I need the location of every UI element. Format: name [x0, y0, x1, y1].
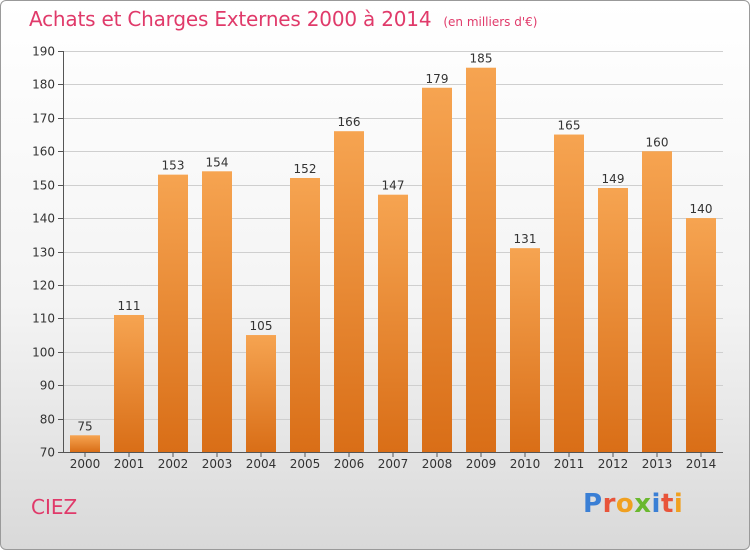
data-label: 111	[118, 299, 141, 313]
bar-2008	[422, 87, 452, 452]
x-tick-label: 2013	[642, 457, 673, 471]
bar-2006	[334, 131, 364, 452]
data-label: 179	[426, 72, 449, 86]
x-tick-label: 2006	[334, 457, 365, 471]
bars	[70, 67, 716, 453]
data-label: 140	[690, 202, 713, 216]
x-tick-label: 2011	[554, 457, 585, 471]
x-tick-label: 2012	[598, 457, 629, 471]
y-tick-label: 130	[32, 246, 55, 260]
y-tick-label: 90	[40, 379, 55, 393]
x-tick-label: 2007	[378, 457, 409, 471]
x-tick-label: 2004	[246, 457, 277, 471]
logo-letter: r	[602, 489, 616, 519]
bar-2001	[114, 314, 144, 452]
x-tick-label: 2014	[686, 457, 717, 471]
data-label: 166	[338, 115, 361, 129]
y-tick-label: 160	[32, 145, 55, 159]
logo-letter: i	[651, 489, 661, 519]
data-label: 154	[206, 155, 229, 169]
data-labels: 75 111 153 154 105 152 166 147 179 185 131 165 149 16…	[77, 52, 712, 434]
bar-2011	[554, 134, 584, 452]
x-tick-label: 2010	[510, 457, 541, 471]
bar-2004	[246, 335, 276, 452]
bar-2005	[290, 177, 320, 452]
logo-letter: o	[615, 489, 635, 519]
chart-title: Achats et Charges Externes 2000 à 2014	[29, 7, 432, 31]
commune-name: CIEZ	[31, 495, 78, 519]
bar-2007	[378, 194, 408, 453]
logo-letter: i	[673, 489, 684, 519]
y-tick-label: 70	[40, 446, 55, 460]
bar-2000	[70, 435, 100, 452]
x-tick-label: 2009	[466, 457, 497, 471]
data-label: 185	[470, 52, 493, 66]
y-tick-label: 100	[32, 346, 55, 360]
bar-2002	[158, 174, 188, 452]
x-tick-label: 2000	[70, 457, 101, 471]
data-label: 75	[77, 419, 92, 433]
x-tick-label: 2003	[202, 457, 233, 471]
data-label: 152	[294, 162, 317, 176]
data-label: 153	[162, 159, 185, 173]
bar-2003	[202, 171, 232, 453]
bar-2012	[598, 188, 628, 452]
logo-letter: x	[634, 489, 652, 519]
logo-letter: P	[583, 489, 603, 519]
y-tick-label: 80	[40, 413, 55, 427]
y-tick-label: 170	[32, 112, 55, 126]
y-tick-label: 180	[32, 78, 55, 92]
data-label: 165	[558, 119, 581, 133]
x-tick-label: 2002	[158, 457, 189, 471]
proxiti-logo: Proxiti	[583, 489, 683, 519]
y-tick-label: 150	[32, 179, 55, 193]
y-tick-label: 120	[32, 279, 55, 293]
y-tick-label: 190	[32, 45, 55, 59]
bar-2010	[510, 248, 540, 452]
bar-2009	[466, 67, 496, 452]
data-label: 160	[646, 135, 669, 149]
data-label: 131	[514, 232, 537, 246]
title-row: Achats et Charges Externes 2000 à 2014 (e…	[29, 7, 537, 31]
y-tick-label: 140	[32, 212, 55, 226]
data-label: 105	[250, 319, 273, 333]
data-label: 147	[382, 179, 405, 193]
logo-letter: t	[660, 489, 674, 519]
data-label: 149	[602, 172, 625, 186]
axes: 70 80 90 100 110 120 130 140 150 160 170 180 190 2000…	[32, 45, 723, 471]
bar-2013	[642, 151, 672, 452]
x-tick-label: 2001	[114, 457, 145, 471]
x-tick-label: 2005	[290, 457, 321, 471]
bar-2014	[686, 218, 716, 452]
chart-subtitle: (en milliers d'€)	[443, 15, 538, 29]
y-tick-label: 110	[32, 312, 55, 326]
x-tick-label: 2008	[422, 457, 453, 471]
